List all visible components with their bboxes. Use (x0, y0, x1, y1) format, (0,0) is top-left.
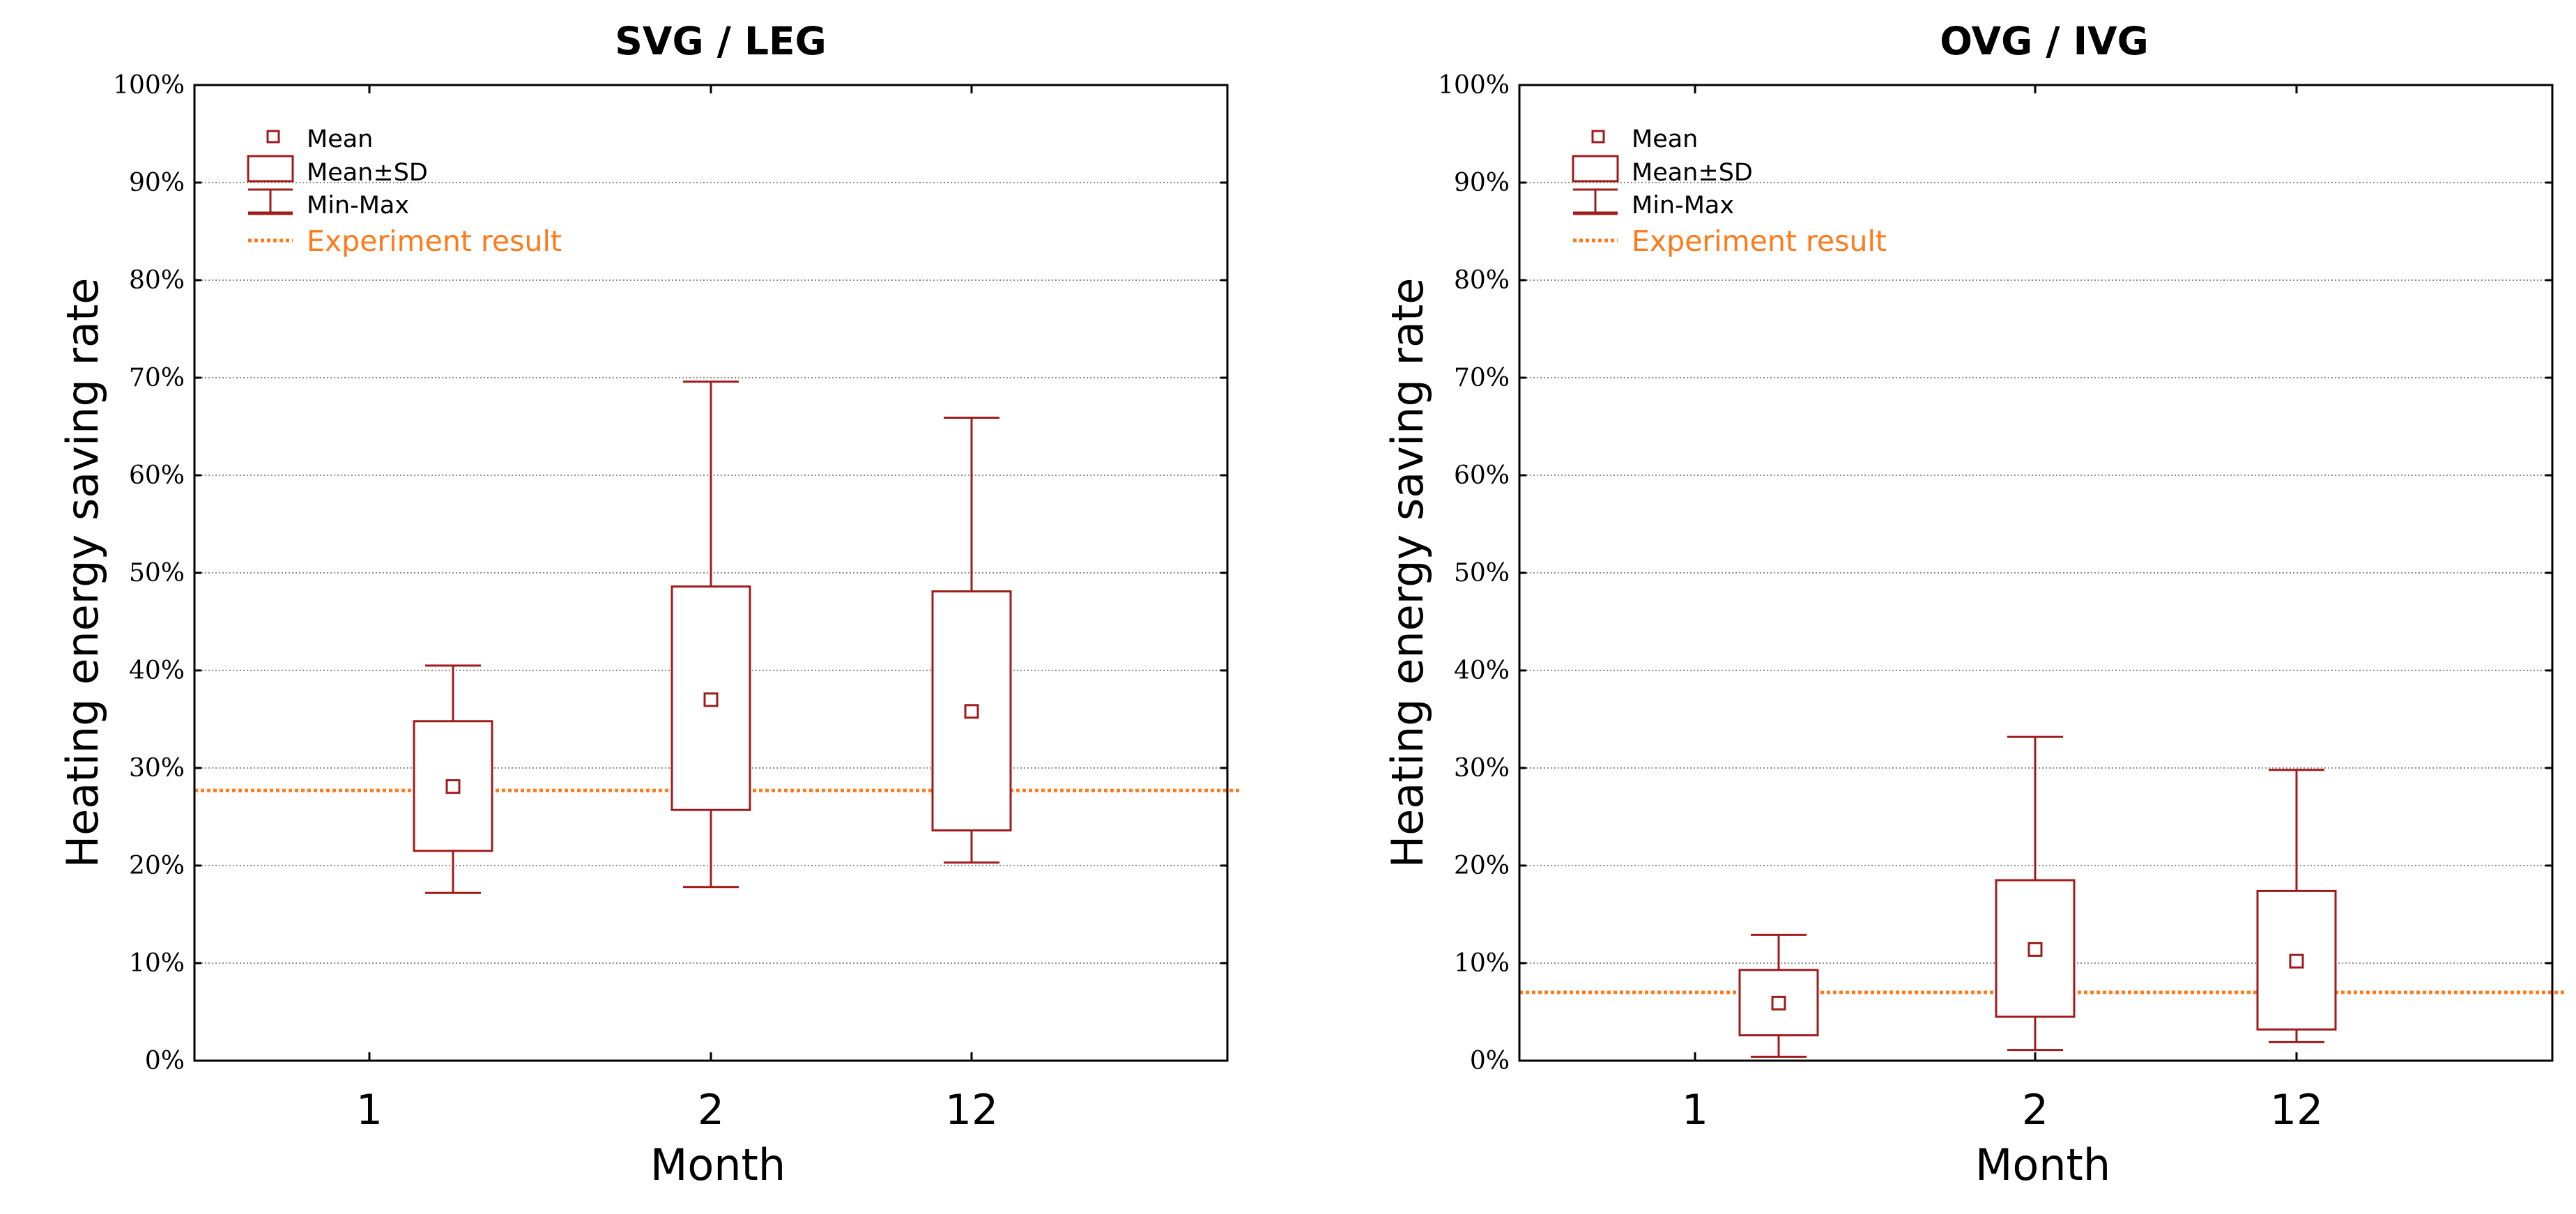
legend-mean-label: Mean (1632, 125, 1698, 153)
box-plot (670, 381, 751, 889)
y-tick-label: 40% (1454, 656, 1510, 685)
chart-panel-ovg-ivg: OVG / IVG 0% 10% 20% 30% 40% 50% 60% 70% 80% 90% 1… (1382, 19, 2566, 1190)
y-tick-label: 50% (1454, 559, 1510, 587)
x-tick-label: 12 (2270, 1086, 2323, 1135)
x-tick-label: 1 (356, 1086, 383, 1135)
mean-marker (2027, 942, 2043, 957)
y-tick-label: 40% (129, 656, 185, 685)
mean-marker (703, 692, 719, 707)
x-tick-label: 2 (698, 1086, 724, 1135)
y-tick-label: 100% (1438, 71, 1510, 100)
box-plot (1995, 735, 2076, 1052)
y-tick-label: 90% (1454, 169, 1510, 197)
sd-box (1738, 969, 1819, 1037)
y-tick-label: 10% (129, 949, 185, 978)
x-axis-label: Month (650, 1139, 785, 1190)
y-tick-label: 30% (1454, 754, 1510, 783)
y-tick-label: 90% (129, 169, 185, 197)
mean-marker (2289, 953, 2304, 969)
mean-marker (964, 704, 979, 719)
y-tick-label: 0% (1470, 1047, 1510, 1075)
sd-box (2256, 889, 2337, 1031)
x-tick-label: 12 (945, 1086, 998, 1135)
legend-sd-marker (247, 155, 294, 183)
legend: Mean Mean±SD Min-Max Experiment result (1572, 125, 1887, 258)
sd-box (1995, 879, 2076, 1018)
legend-mean-marker (1591, 130, 1605, 144)
y-tick-label: 0% (145, 1047, 185, 1075)
y-tick-label: 60% (1454, 461, 1510, 490)
legend-minmax-label: Min-Max (1632, 192, 1734, 220)
chart-title: SVG / LEG (615, 19, 826, 63)
y-tick-label: 100% (113, 71, 185, 100)
y-tick-label: 80% (1454, 266, 1510, 295)
x-tick-label: 2 (2022, 1086, 2048, 1135)
y-tick-label: 20% (1454, 852, 1510, 880)
x-axis-label: Month (1975, 1139, 2110, 1190)
legend-experiment-label: Experiment result (1632, 224, 1887, 258)
chart-title: OVG / IVG (1940, 19, 2149, 63)
legend-minmax-label: Min-Max (307, 192, 409, 220)
legend-mean-label: Mean (307, 125, 373, 153)
legend-sd-label: Mean±SD (1632, 159, 1753, 187)
mean-marker (445, 779, 461, 794)
box-plot (931, 416, 1012, 864)
sd-box (670, 585, 751, 811)
y-axis-label: Heating energy saving rate (57, 278, 108, 868)
y-tick-label: 50% (129, 559, 185, 587)
y-tick-label: 60% (129, 461, 185, 490)
x-tick-labels: 1 2 12 (1682, 85, 2323, 1135)
box-plot (2256, 769, 2337, 1043)
legend-sd-label: Mean±SD (307, 159, 428, 187)
mean-marker (1771, 995, 1786, 1011)
legend-sd-marker (1572, 155, 1619, 183)
y-tick-label: 80% (129, 266, 185, 295)
sd-box (931, 590, 1012, 832)
legend-mean-marker (266, 130, 280, 144)
box-layer (1738, 735, 2337, 1058)
y-tick-labels: 0% 10% 20% 30% 40% 50% 60% 70% 80% 90% 100% (113, 71, 185, 1075)
legend: Mean Mean±SD Min-Max Experiment result (247, 125, 562, 258)
y-axis-label: Heating energy saving rate (1382, 278, 1433, 868)
x-tick-label: 1 (1682, 1086, 1708, 1135)
x-tick-labels: 1 2 12 (356, 85, 998, 1135)
sd-box (413, 720, 493, 852)
box-plot (1738, 933, 1819, 1058)
chart-panel-svg-leg: SVG / LEG 0% 10% 20% 30% 40% 50% 60% 70% 80% 90% 1… (57, 19, 1241, 1190)
legend-experiment-label: Experiment result (307, 224, 562, 258)
box-layer (413, 381, 1012, 894)
y-tick-label: 70% (1454, 364, 1510, 392)
y-tick-label: 30% (129, 754, 185, 783)
box-plot (413, 664, 493, 894)
y-tick-label: 10% (1454, 949, 1510, 978)
y-tick-label: 70% (129, 364, 185, 392)
y-tick-labels: 0% 10% 20% 30% 40% 50% 60% 70% 80% 90% 100% (1438, 71, 1510, 1075)
y-tick-label: 20% (129, 852, 185, 880)
